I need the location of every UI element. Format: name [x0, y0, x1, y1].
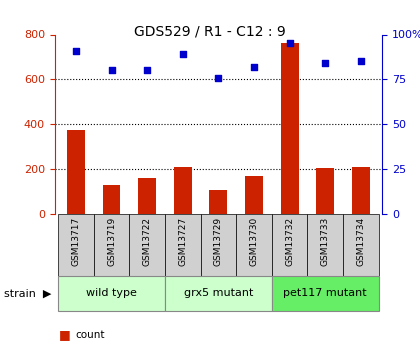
Bar	[138, 178, 156, 214]
Text: GSM13717: GSM13717	[71, 217, 81, 266]
FancyBboxPatch shape	[201, 214, 236, 276]
FancyBboxPatch shape	[272, 276, 379, 310]
Bar	[316, 168, 334, 214]
Text: GSM13730: GSM13730	[249, 217, 258, 266]
Bar	[67, 130, 85, 214]
Bar	[245, 176, 263, 214]
FancyBboxPatch shape	[94, 214, 129, 276]
FancyBboxPatch shape	[58, 276, 165, 310]
FancyBboxPatch shape	[307, 214, 343, 276]
Bar	[210, 190, 227, 214]
Text: GSM13729: GSM13729	[214, 217, 223, 266]
Bar	[102, 185, 121, 214]
Point	[357, 59, 364, 64]
Point	[144, 68, 150, 73]
FancyBboxPatch shape	[165, 214, 201, 276]
Text: strain  ▶: strain ▶	[4, 288, 52, 298]
Bar	[352, 167, 370, 214]
Bar	[281, 43, 299, 214]
Text: count: count	[76, 330, 105, 339]
Point	[179, 51, 186, 57]
Text: GSM13722: GSM13722	[143, 217, 152, 266]
Point	[322, 60, 328, 66]
Point	[286, 41, 293, 46]
FancyBboxPatch shape	[58, 214, 94, 276]
Text: GSM13727: GSM13727	[178, 217, 187, 266]
FancyBboxPatch shape	[272, 214, 307, 276]
Text: ■: ■	[59, 328, 71, 341]
Point	[73, 48, 79, 53]
Text: GSM13719: GSM13719	[107, 217, 116, 266]
Text: wild type: wild type	[86, 288, 137, 298]
Text: grx5 mutant: grx5 mutant	[184, 288, 253, 298]
FancyBboxPatch shape	[343, 214, 379, 276]
Point	[108, 68, 115, 73]
Text: pet117 mutant: pet117 mutant	[284, 288, 367, 298]
FancyBboxPatch shape	[165, 276, 272, 310]
Text: GSM13733: GSM13733	[321, 217, 330, 266]
Point	[251, 64, 257, 70]
Bar	[174, 167, 192, 214]
FancyBboxPatch shape	[129, 214, 165, 276]
Text: GSM13734: GSM13734	[356, 217, 365, 266]
Text: GDS529 / R1 - C12 : 9: GDS529 / R1 - C12 : 9	[134, 24, 286, 38]
Text: GSM13732: GSM13732	[285, 217, 294, 266]
FancyBboxPatch shape	[236, 214, 272, 276]
Point	[215, 75, 222, 80]
